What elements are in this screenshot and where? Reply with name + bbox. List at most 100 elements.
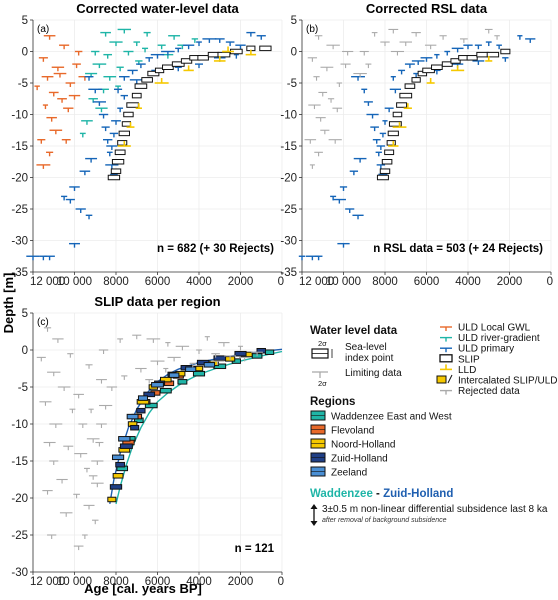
index-point-box	[381, 159, 393, 165]
y-tick-label: -25	[11, 204, 28, 216]
sample-count-annotation: n RSL data = 503 (+ 24 Rejects)	[373, 243, 543, 255]
index-point-box	[154, 67, 165, 74]
y-tick-label: -25	[11, 530, 28, 542]
comparison-right: Zuid-Holland	[383, 488, 453, 500]
index-point-box	[476, 51, 489, 58]
index-point-box	[110, 168, 122, 174]
panel-label: (a)	[37, 24, 49, 35]
panel-label: (c)	[37, 317, 49, 328]
x-tick-label: 6000	[145, 576, 171, 588]
x-tick-label: 2000	[228, 276, 254, 288]
index-point-box	[441, 61, 453, 67]
index-point-box	[197, 55, 209, 61]
y-tick-label: -30	[11, 236, 28, 248]
x-tick-label: 10 000	[326, 276, 361, 288]
x-tick-label: 8000	[103, 276, 129, 288]
data-series	[36, 327, 263, 551]
region-label: Noord-Holland	[331, 440, 395, 451]
legend-label: Rejected data	[458, 386, 520, 397]
legend-water-level-title: Water level data	[310, 325, 398, 337]
index-point-box	[388, 121, 402, 127]
index-point-box	[118, 130, 130, 137]
data-series	[298, 35, 536, 261]
region-item: Flevoland	[310, 424, 374, 437]
y-tick-label: -20	[280, 173, 297, 185]
legend-item: ULD Local GWL	[440, 323, 531, 334]
x-tick-label: 4000	[455, 276, 481, 288]
index-point-box	[234, 350, 247, 357]
index-point-box	[376, 174, 389, 181]
legend-item: LLD	[440, 364, 476, 376]
subsidence-note: after removal of background subsidence	[322, 517, 447, 524]
index-point-box	[259, 45, 272, 52]
index-point-box	[112, 473, 124, 479]
index-point-box	[160, 376, 172, 383]
index-point-box	[422, 67, 435, 74]
legend-label: ULD primary	[458, 344, 514, 355]
legend-label: SLIP	[458, 354, 480, 365]
index-point-box	[137, 395, 148, 401]
index-point-box	[131, 92, 142, 99]
index-point-box	[147, 70, 160, 77]
legend-label: Intercalated SLIP/ULD	[458, 376, 558, 387]
index-point-box	[123, 111, 134, 118]
x-tick-label: 6000	[414, 276, 440, 288]
index-point-box	[109, 484, 123, 490]
x-tick-label: 6000	[145, 276, 171, 288]
legend-swatch	[436, 375, 447, 384]
index-point-box	[450, 58, 461, 64]
data-series	[388, 55, 493, 147]
x-tick-label: 10 000	[57, 576, 92, 588]
y-tick-label: -10	[11, 110, 28, 122]
x-tick-label: 0	[547, 276, 553, 288]
legend-label: ULD Local GWL	[458, 323, 531, 334]
index-point-box	[466, 55, 478, 61]
y-tick-label: -15	[11, 456, 28, 468]
index-point-label-1: Sea-level	[345, 342, 387, 353]
y-tick-label: -15	[11, 141, 28, 153]
data-series	[26, 31, 266, 261]
limiting-label: Limiting data	[345, 368, 402, 379]
legend-item: ULD river-gradient	[440, 333, 540, 344]
comparison-separator: -	[373, 488, 383, 500]
index-point-box	[111, 454, 125, 461]
y-tick-label: -20	[11, 173, 28, 185]
index-point-box	[217, 51, 231, 58]
y-tick-label: -35	[11, 267, 28, 279]
index-point-box	[264, 349, 275, 355]
sample-count-annotation: n = 121	[235, 543, 275, 555]
legend-regions-title: Regions	[310, 396, 355, 408]
index-point-box	[111, 159, 125, 165]
region-label: Zeeland	[331, 468, 367, 479]
index-point-box	[134, 83, 148, 89]
data-series	[117, 46, 257, 147]
chart-title: Corrected RSL data	[366, 1, 488, 16]
index-point-box	[107, 174, 121, 181]
sigma-label: 2σ	[318, 339, 327, 348]
region-item: Zuid-Holland	[310, 452, 388, 465]
legend-label: LLD	[458, 365, 476, 376]
x-tick-label: 0	[278, 276, 284, 288]
index-point-box	[130, 424, 140, 431]
legend-swatch-slash	[447, 374, 453, 384]
index-point-box	[411, 77, 421, 83]
y-tick-label: -25	[280, 204, 297, 216]
x-tick-label: 2000	[497, 276, 523, 288]
x-tick-label: 8000	[103, 576, 129, 588]
index-point-box	[213, 355, 227, 361]
index-point-box	[207, 51, 220, 58]
y-tick-label: -10	[280, 110, 297, 122]
y-tick-label: -10	[11, 419, 28, 431]
panel-label: (b)	[306, 24, 318, 35]
x-tick-label: 2000	[228, 576, 254, 588]
y-tick-label: -30	[11, 567, 28, 579]
index-point-box	[203, 362, 216, 368]
index-point-box	[107, 496, 117, 503]
index-point-box	[126, 102, 139, 108]
index-point-box	[118, 436, 131, 442]
region-label: Flevoland	[331, 426, 374, 437]
index-point-box	[121, 121, 131, 127]
